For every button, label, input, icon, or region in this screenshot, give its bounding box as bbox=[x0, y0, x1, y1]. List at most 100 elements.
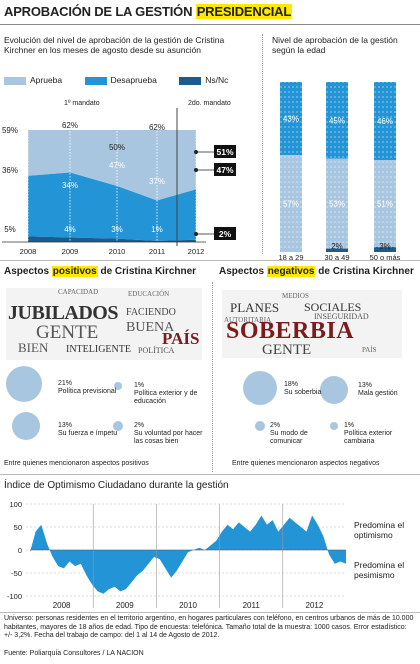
bubble-pct: 1% bbox=[344, 422, 355, 429]
bubble-voluntad bbox=[113, 421, 123, 431]
label-dot bbox=[194, 168, 198, 172]
section-rule-3 bbox=[0, 612, 420, 613]
evolution-chart: 2008 2009 2010 2011 2012 59% 36% 5% 62% 34% 4% 50% 4… bbox=[2, 108, 236, 256]
y-tick-label: -50 bbox=[11, 569, 22, 578]
page-title: APROBACIÓN DE LA GESTIÓN PRESIDENCIAL bbox=[4, 4, 293, 19]
age-chart: 43% 57% 18 a 29 45% 53% 2% 30 a 49 46% 51% 3% 50 o… bbox=[278, 81, 401, 260]
category-label: 30 a 49 bbox=[324, 253, 349, 260]
label-box-desaprueba bbox=[214, 163, 236, 176]
data-label: 47% bbox=[109, 161, 125, 170]
cloud-word: SOCIALES bbox=[304, 300, 362, 314]
bubble-politica-cambiaria bbox=[330, 422, 338, 430]
negative-bubble-3: 2% Su modo de comunicar bbox=[270, 422, 330, 446]
legend: Aprueba Desaprueba Ns/Nc bbox=[4, 75, 254, 85]
legend-label-desaprueba: Desaprueba bbox=[110, 75, 157, 85]
cloud-word: MEDIOS bbox=[282, 292, 309, 300]
title-rule bbox=[0, 24, 420, 25]
positive-heading-hl: positivos bbox=[51, 266, 98, 277]
category-label: 50 o más bbox=[370, 253, 401, 260]
x-tick-label: 2010 bbox=[109, 247, 126, 256]
cloud-word: PAÍS bbox=[162, 329, 200, 348]
optimism-area bbox=[30, 515, 346, 594]
cloud-word: GENTE bbox=[262, 342, 312, 358]
legend-swatch-desaprueba bbox=[84, 76, 107, 85]
footer-source: Fuente: Poliarquía Consultores / LA NACI… bbox=[4, 650, 144, 657]
optimism-label: Predomina el optimismo bbox=[354, 520, 405, 540]
x-tick-label: 2008 bbox=[53, 601, 71, 610]
cloud-word: AUTORITARIA bbox=[224, 316, 272, 324]
pessimism-label: Predomina el pesimismo bbox=[354, 560, 405, 580]
label-dot bbox=[194, 150, 198, 154]
bubble-pct: 21% bbox=[58, 380, 73, 387]
data-label: 53% bbox=[329, 200, 345, 209]
y-tick-label: -100 bbox=[7, 592, 22, 601]
x-tick-label: 2012 bbox=[306, 601, 324, 610]
title-highlight: PRESIDENCIAL bbox=[195, 4, 293, 19]
data-label: 46% bbox=[377, 117, 393, 126]
bubble-pct: 13% bbox=[58, 422, 73, 429]
series-area-nsnc bbox=[28, 236, 196, 242]
data-label: 59% bbox=[2, 126, 18, 135]
positive-heading-post: de Cristina Kirchner bbox=[97, 266, 197, 277]
footer-universe: Universo: personas residentes en el terr… bbox=[4, 615, 414, 639]
data-label: 1% bbox=[151, 225, 163, 234]
x-tick-label: 2012 bbox=[188, 247, 205, 256]
cloud-word: SOBERBIA bbox=[226, 318, 355, 344]
bubble-soberbia bbox=[243, 371, 277, 405]
label-box-nsnc bbox=[214, 227, 236, 240]
mandato1-label: 1º mandato bbox=[64, 100, 100, 107]
negative-word-cloud: MEDIOS PLANES SOCIALES AUTORITARIA INSEG… bbox=[222, 290, 402, 358]
bubble-text: Su modo de comunicar bbox=[270, 430, 308, 445]
bubble-pct: 2% bbox=[270, 422, 281, 429]
bar-nsnc bbox=[374, 246, 396, 252]
cloud-word: FACIENDO bbox=[126, 307, 176, 318]
cloud-word: POLÍTICA bbox=[138, 346, 175, 355]
bubble-text: Su voluntad por hacer las cosas bien bbox=[134, 430, 203, 445]
x-tick-label: 2010 bbox=[179, 601, 197, 610]
data-label: 36% bbox=[2, 166, 18, 175]
age-subtitle: Nivel de aprobación de la gestión según … bbox=[272, 35, 398, 55]
bar-desaprueba bbox=[326, 82, 348, 159]
data-label: 3% bbox=[111, 225, 123, 234]
bubble-politica-previsional bbox=[6, 366, 42, 402]
data-label: 51% bbox=[377, 200, 393, 209]
legend-label-nsnc: Ns/Nc bbox=[205, 75, 229, 85]
negative-heading-post: de Cristina Kirchner bbox=[315, 266, 414, 277]
bar-aprueba bbox=[280, 155, 302, 252]
legend-item-aprueba: Aprueba bbox=[4, 75, 62, 85]
legend-label-aprueba: Aprueba bbox=[30, 75, 63, 85]
negative-note: Entre quienes mencionaron aspectos negat… bbox=[232, 460, 380, 467]
cloud-word: EDUCACIÓN bbox=[128, 290, 170, 298]
negative-heading-pre: Aspectos bbox=[219, 266, 267, 277]
cloud-word: CAPACIDAD bbox=[58, 288, 99, 296]
title-text: APROBACIÓN DE LA GESTIÓN bbox=[4, 4, 196, 19]
legend-swatch-aprueba bbox=[4, 76, 26, 85]
data-label: 37% bbox=[149, 177, 165, 186]
x-tick-label: 2009 bbox=[62, 247, 79, 256]
x-tick-label: 2009 bbox=[116, 601, 134, 610]
bubble-pct: 18% bbox=[284, 381, 299, 388]
bubble-text: Política exterior cambiaria bbox=[344, 430, 393, 445]
cloud-word: INSEGURIDAD bbox=[314, 312, 369, 321]
series-area-desaprueba bbox=[28, 172, 196, 241]
middle-divider bbox=[212, 282, 213, 472]
x-tick-label: 2011 bbox=[149, 247, 165, 256]
data-label: 43% bbox=[283, 115, 299, 124]
bubble-pct: 2% bbox=[134, 422, 145, 429]
data-label: 50% bbox=[109, 143, 125, 152]
cloud-word: BUENA bbox=[126, 320, 175, 335]
evolution-subtitle: Evolución del nivel de aprobación de la … bbox=[4, 35, 225, 55]
bubble-text: Mala gestión bbox=[358, 390, 398, 397]
data-label: 34% bbox=[62, 181, 78, 190]
bubble-text: Política exterior y de educación bbox=[134, 390, 198, 405]
section-rule-1 bbox=[0, 260, 420, 261]
bubble-modo-comunicar bbox=[255, 421, 265, 431]
data-label: 2% bbox=[219, 229, 232, 239]
negative-heading-hl: negativos bbox=[266, 266, 316, 277]
positive-heading: Aspectos positivos de Cristina Kirchner bbox=[4, 266, 196, 277]
bar-desaprueba bbox=[374, 82, 396, 161]
bubble-pct: 13% bbox=[358, 382, 373, 389]
data-label: 2% bbox=[331, 242, 343, 251]
series-area-aprueba bbox=[28, 130, 196, 201]
top-divider bbox=[262, 34, 263, 254]
